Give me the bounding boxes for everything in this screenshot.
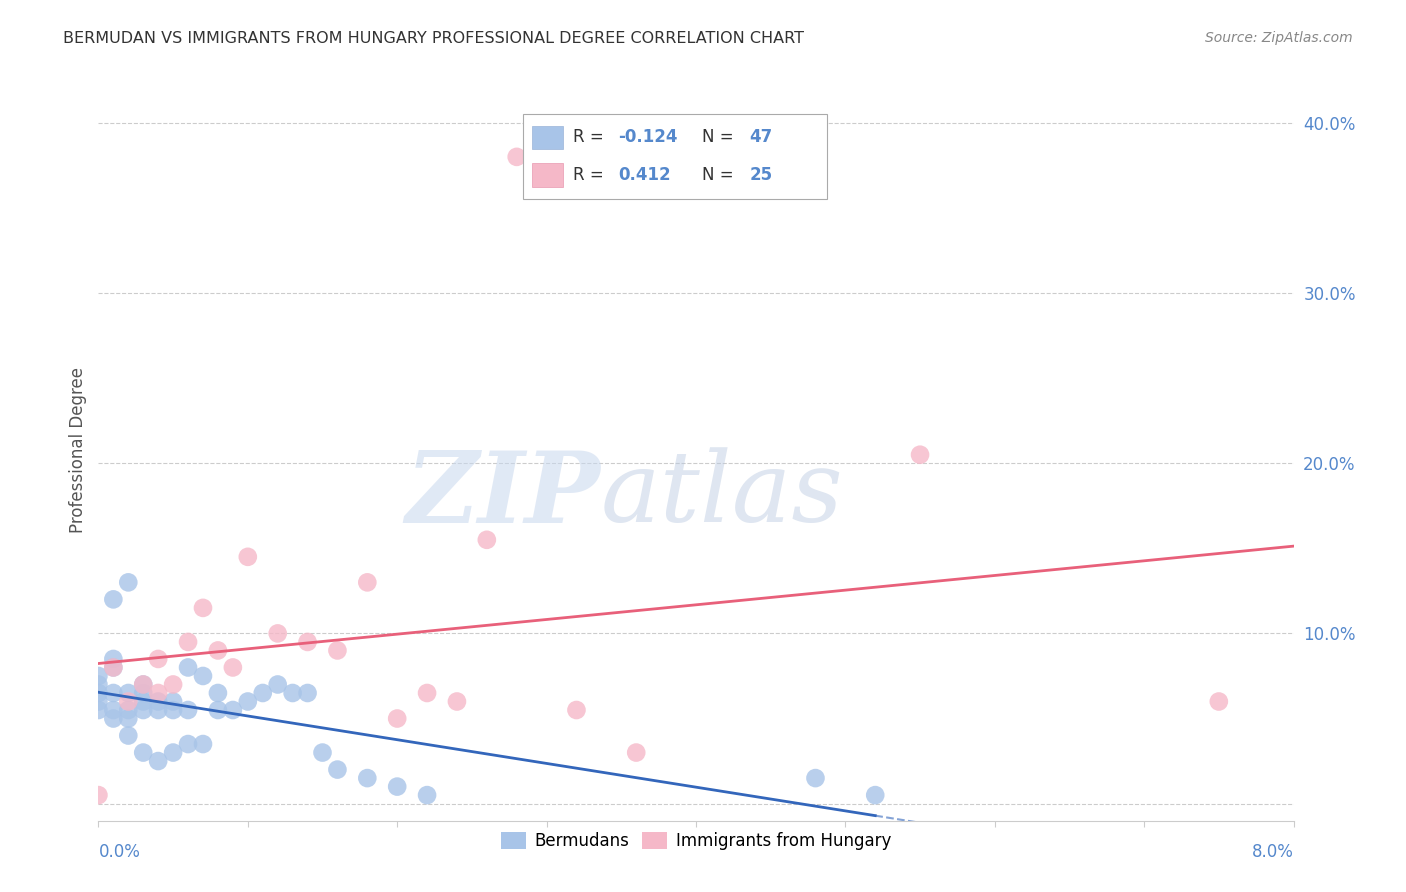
Point <box>103 686 125 700</box>
Point <box>162 677 184 691</box>
Point <box>103 660 125 674</box>
Point <box>446 694 468 708</box>
Point <box>87 686 110 700</box>
Point <box>117 686 139 700</box>
Point <box>267 626 290 640</box>
FancyBboxPatch shape <box>533 163 564 186</box>
Point <box>385 780 409 794</box>
Text: BERMUDAN VS IMMIGRANTS FROM HUNGARY PROFESSIONAL DEGREE CORRELATION CHART: BERMUDAN VS IMMIGRANTS FROM HUNGARY PROF… <box>63 31 804 46</box>
Text: ZIP: ZIP <box>405 447 600 543</box>
Point <box>117 703 139 717</box>
Point <box>475 533 498 547</box>
Point <box>87 703 110 717</box>
Text: Source: ZipAtlas.com: Source: ZipAtlas.com <box>1205 31 1353 45</box>
Text: 0.412: 0.412 <box>619 166 671 184</box>
Point <box>252 686 274 700</box>
Text: N =: N = <box>702 128 738 146</box>
Point <box>416 788 439 802</box>
Point <box>908 448 931 462</box>
Point <box>267 677 290 691</box>
Point <box>191 737 214 751</box>
Point <box>103 703 125 717</box>
Point <box>148 703 170 717</box>
Text: 25: 25 <box>749 166 773 184</box>
Point <box>87 677 110 691</box>
Text: 47: 47 <box>749 128 773 146</box>
Point <box>177 635 200 649</box>
Point <box>132 677 155 691</box>
Point <box>565 703 588 717</box>
Point <box>1208 694 1230 708</box>
Point <box>162 694 184 708</box>
Point <box>207 686 229 700</box>
Point <box>191 669 214 683</box>
Point <box>148 686 170 700</box>
Point <box>132 703 155 717</box>
Point <box>177 703 200 717</box>
Point <box>416 686 439 700</box>
FancyBboxPatch shape <box>523 113 827 199</box>
Point <box>236 549 259 564</box>
Text: R =: R = <box>572 128 609 146</box>
Point <box>117 575 139 590</box>
Point <box>162 703 184 717</box>
Point <box>87 694 110 708</box>
Point <box>297 635 319 649</box>
Point <box>804 771 827 785</box>
Point <box>191 600 214 615</box>
Point <box>117 729 139 743</box>
Point <box>103 592 125 607</box>
Point <box>207 703 229 717</box>
Point <box>177 737 200 751</box>
Point <box>222 660 245 674</box>
Point <box>297 686 319 700</box>
Point <box>132 677 155 691</box>
Point <box>148 754 170 768</box>
Y-axis label: Professional Degree: Professional Degree <box>69 368 87 533</box>
Point <box>356 771 378 785</box>
Point <box>117 694 139 708</box>
Point <box>103 712 125 726</box>
Text: N =: N = <box>702 166 738 184</box>
Legend: Bermudans, Immigrants from Hungary: Bermudans, Immigrants from Hungary <box>494 825 898 856</box>
Point <box>87 669 110 683</box>
Point <box>132 686 155 700</box>
Point <box>236 694 259 708</box>
Text: R =: R = <box>572 166 609 184</box>
Point <box>132 694 155 708</box>
Point <box>103 660 125 674</box>
Point <box>311 746 333 760</box>
FancyBboxPatch shape <box>533 126 564 149</box>
Text: 0.0%: 0.0% <box>98 843 141 861</box>
Point <box>281 686 304 700</box>
Text: 8.0%: 8.0% <box>1251 843 1294 861</box>
Point <box>385 712 409 726</box>
Point <box>626 746 648 760</box>
Point <box>506 150 529 164</box>
Point <box>865 788 887 802</box>
Point <box>103 652 125 666</box>
Point <box>207 643 229 657</box>
Point <box>148 694 170 708</box>
Point <box>148 652 170 666</box>
Point <box>132 746 155 760</box>
Point <box>117 712 139 726</box>
Point <box>326 763 349 777</box>
Text: -0.124: -0.124 <box>619 128 678 146</box>
Point <box>87 788 110 802</box>
Point <box>326 643 349 657</box>
Point <box>177 660 200 674</box>
Point <box>222 703 245 717</box>
Point <box>162 746 184 760</box>
Text: atlas: atlas <box>600 447 844 542</box>
Point <box>356 575 378 590</box>
